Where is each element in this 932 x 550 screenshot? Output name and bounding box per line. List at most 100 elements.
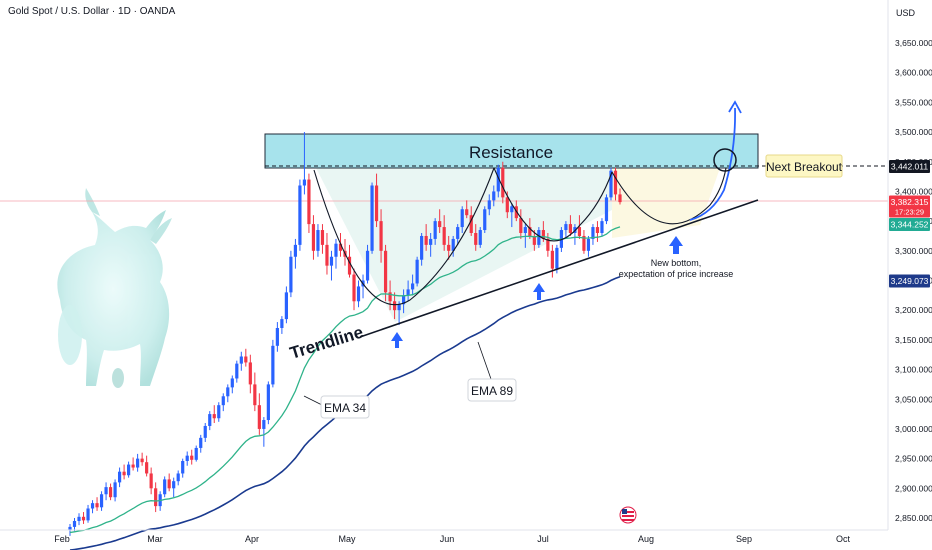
candle [618,188,622,205]
candle [190,449,194,465]
candle-body [248,362,252,385]
candle [609,167,613,201]
ema34-label: EMA 34 [324,401,366,415]
candle-body [492,191,496,201]
candle-body [172,481,176,489]
candle [451,235,455,257]
ema34-callout[interactable] [320,395,370,419]
candle [117,467,122,488]
candle-body [392,301,397,311]
candle-body [609,170,613,198]
candle-body [447,244,451,251]
candle-body [487,200,491,210]
candle [163,476,167,498]
candle [586,235,591,257]
ema34-line[interactable] [69,226,621,534]
candle [383,244,388,302]
price-tick-label: 2,850.000 [895,513,932,523]
candle-body [595,227,600,233]
candle-body [239,356,243,364]
candle [167,473,171,492]
candle-body [199,437,203,448]
price-badge: 3,344.252 [889,218,930,232]
candle [420,233,424,266]
price-badge: 3,442.011 [889,159,930,173]
candle-body [181,461,185,474]
candle [212,405,216,423]
candle [289,250,293,298]
candle-body [618,194,622,203]
candle-body [280,319,284,328]
price-tick-label: 2,900.000 [895,483,932,493]
candle-body [145,462,149,474]
candle-body [604,197,609,222]
candle-body [208,414,212,426]
candle [131,457,135,471]
candle [379,209,383,263]
candle [235,360,239,383]
candle [72,518,77,532]
candle-body [203,425,207,438]
candle [568,215,573,236]
candle [262,417,266,447]
time-tick-label: May [338,534,356,544]
candle-body [429,238,433,245]
candle-body [438,221,442,228]
time-tick-label: Apr [245,534,259,544]
candle [510,203,514,228]
candle [136,453,140,472]
candle-body [108,487,113,498]
candle [388,280,392,311]
candle-body [217,405,221,419]
candle [573,224,577,245]
us-flag-icon[interactable] [619,506,637,524]
candle [492,185,496,207]
candle-body [550,250,554,269]
trendline[interactable] [359,199,759,338]
candle-body [420,235,424,260]
candle-body [402,295,406,305]
breakout-circle[interactable] [713,148,737,172]
candle [176,470,180,486]
candle-body [465,209,469,216]
candle [226,384,230,403]
candle [519,209,523,239]
price-badge-label: 3,249.073 [891,276,929,286]
candle-body [591,227,595,239]
price-tick-label: 3,150.000 [895,335,932,345]
candle-body [284,292,288,320]
time-axis[interactable]: Feb Mar Apr May Jun Jul Aug Sep Oct [54,534,850,544]
candle [600,218,604,236]
price-tick-label: 3,500.000 [895,127,932,137]
candle-body [185,455,189,461]
candle-body [532,235,536,245]
candle-body [99,494,104,508]
candle [239,351,243,371]
candle-body [298,185,302,245]
candle [95,497,99,511]
candle [302,132,307,195]
ema89-callout[interactable] [467,378,517,402]
time-tick-label: Jun [440,534,455,544]
projection-arrowhead [728,100,742,114]
candle-body [586,238,591,251]
candle-body [568,224,573,233]
candle-body [325,244,329,266]
resistance-zone[interactable] [264,133,759,169]
projection-shading [612,168,720,238]
ema89-label: EMA 89 [471,384,513,398]
next-breakout-callout[interactable] [765,154,843,178]
candle-body [271,345,275,385]
candle [108,483,113,501]
candle [307,173,311,233]
candle-body [347,256,352,275]
candle-body [167,479,171,489]
candle-body [442,227,446,245]
candle-body [474,233,478,245]
symbol-title: Gold Spot / U.S. Dollar · 1D · OANDA [8,6,176,17]
candle-body [149,473,153,489]
price-badge: 3,249.073 [889,274,930,288]
candle [433,218,437,245]
